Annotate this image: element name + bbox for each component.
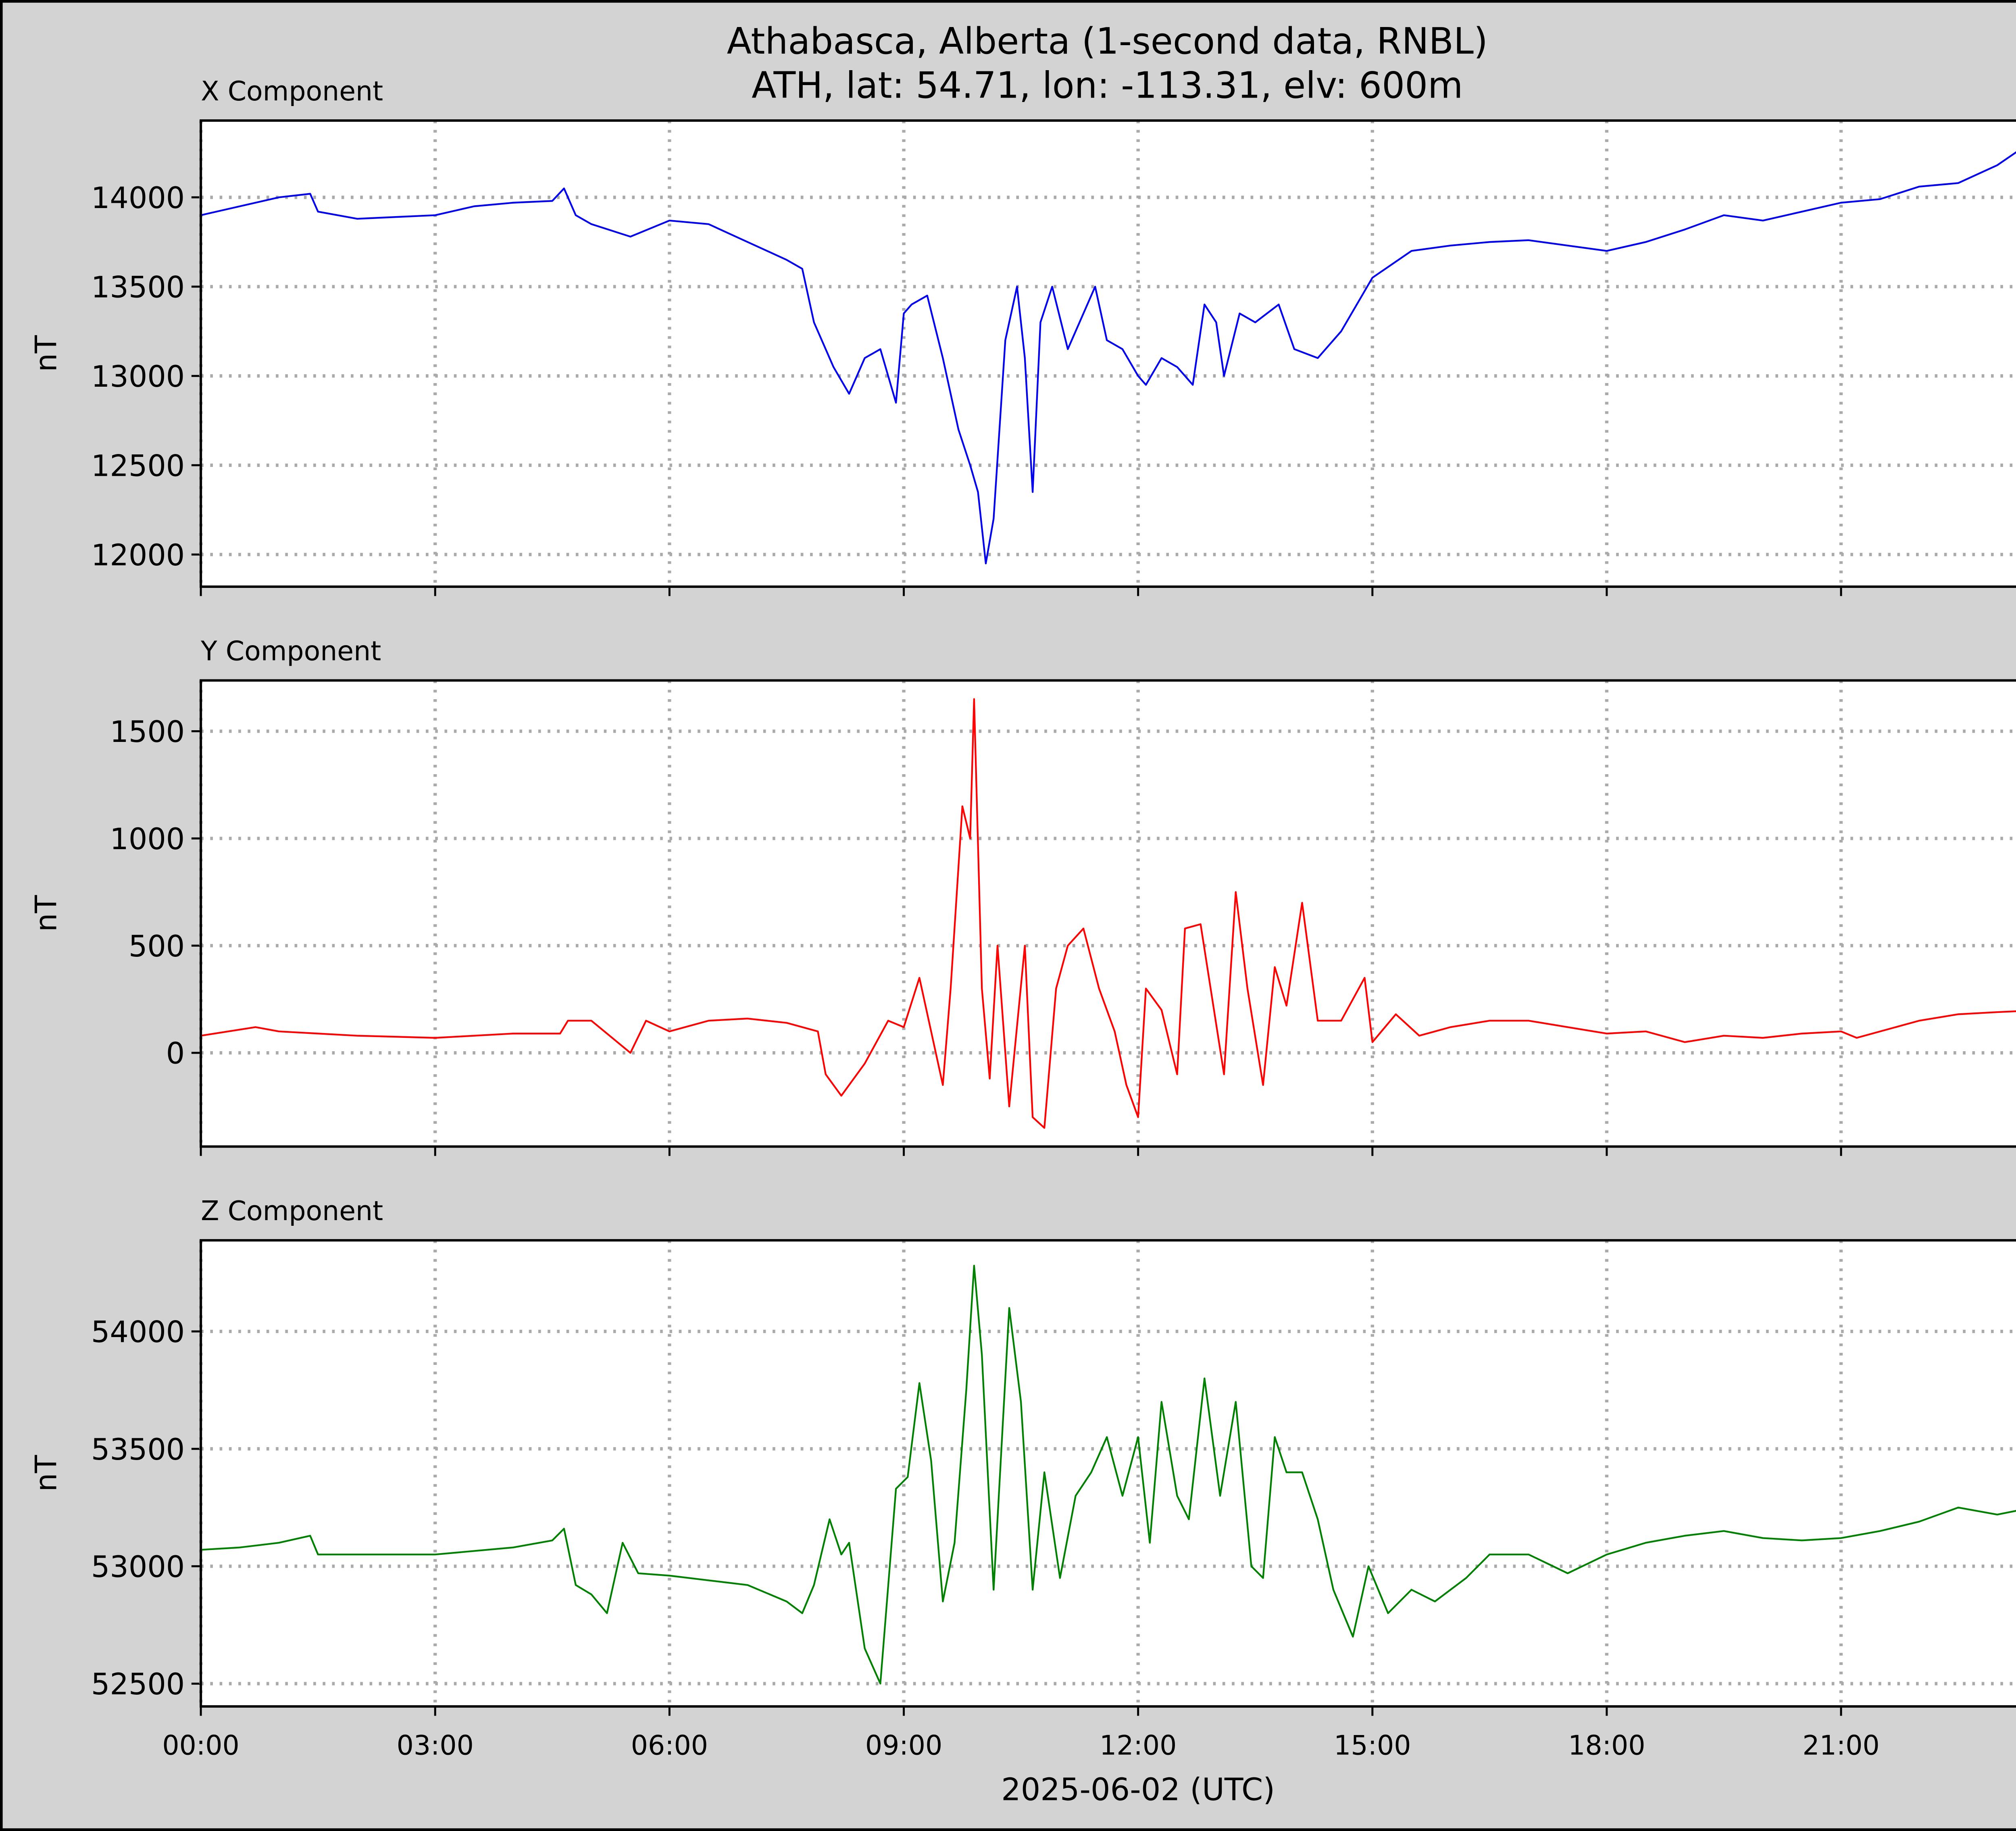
- data-line: [200, 698, 2016, 1129]
- y-axis-label: nT: [29, 1455, 63, 1491]
- x-axis-label: 2025-06-02 (UTC): [1001, 1772, 1275, 1808]
- y-tick-label: 13000: [91, 360, 185, 394]
- y-tick-label: 53500: [91, 1433, 185, 1467]
- figure-title: Athabasca, Alberta (1-second data, RNBL): [727, 21, 1488, 62]
- y-tick-label: 53000: [91, 1550, 185, 1584]
- plot-area: [201, 680, 2016, 1147]
- x-tick-label: 09:00: [865, 1730, 942, 1761]
- y-tick-label: 52500: [91, 1667, 185, 1702]
- y-tick-label: 12000: [91, 538, 185, 573]
- y-tick-label: 13500: [91, 270, 185, 304]
- figure-subtitle: ATH, lat: 54.71, lon: -113.31, elv: 600m: [752, 65, 1463, 106]
- panel-title: Y Component: [200, 635, 381, 667]
- plot-frame: [200, 1239, 2016, 1708]
- y-axis-label: nT: [29, 895, 63, 932]
- plot-frame: [200, 679, 2016, 1148]
- y-tick-label: 12500: [91, 449, 185, 483]
- x-tick-label: 03:00: [397, 1730, 474, 1761]
- panel-title: Z Component: [201, 1195, 383, 1227]
- x-tick-label: 12:00: [1100, 1730, 1177, 1761]
- y-tick-label: 0: [166, 1037, 185, 1071]
- y-tick-label: 500: [129, 929, 185, 964]
- y-axis-label: nT: [29, 335, 63, 372]
- x-tick-label: 15:00: [1334, 1730, 1411, 1761]
- plot-area: [201, 1240, 2016, 1707]
- x-tick-label: 21:00: [1802, 1730, 1879, 1761]
- x-tick-label: 06:00: [631, 1730, 708, 1761]
- data-line: [200, 151, 2016, 565]
- y-tick-label: 14000: [91, 181, 185, 215]
- y-tick-label: 54000: [91, 1315, 185, 1350]
- x-tick-label: 00:00: [162, 1730, 239, 1761]
- data-line: [200, 1264, 2016, 1685]
- y-tick-label: 1500: [110, 715, 185, 749]
- y-tick-label: 1000: [110, 822, 185, 856]
- plot-area: [201, 120, 2016, 587]
- x-tick-label: 18:00: [1568, 1730, 1645, 1761]
- panel-title: X Component: [201, 75, 383, 107]
- plot-frame: [200, 119, 2016, 588]
